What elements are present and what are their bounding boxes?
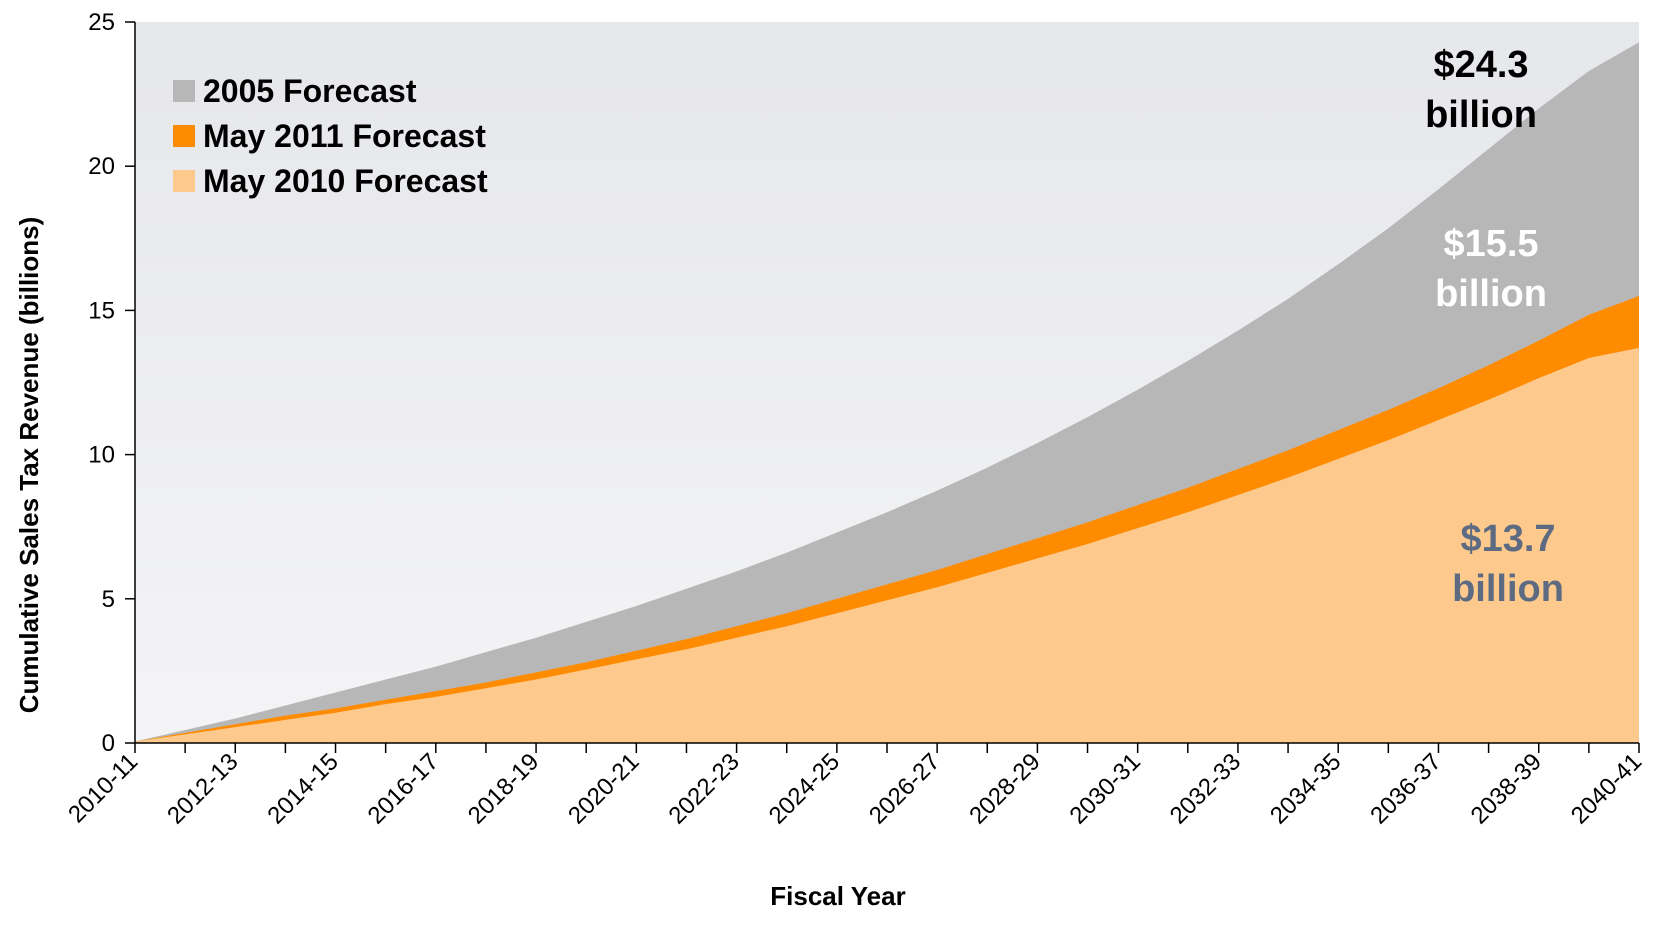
x-tick-label: 2036-37 [1365, 748, 1446, 829]
y-tick-label: 5 [102, 586, 115, 613]
x-axis-title: Fiscal Year [770, 881, 905, 911]
y-tick-label: 0 [102, 730, 115, 757]
x-tick-label: 2010-11 [63, 748, 143, 828]
legend-swatch [173, 80, 195, 102]
annotation-value: $13.7 [1460, 518, 1555, 560]
y-tick-label: 25 [88, 9, 115, 36]
y-tick-label: 20 [88, 153, 115, 180]
x-tick-label: 2034-35 [1265, 748, 1346, 829]
y-tick-label: 15 [88, 297, 115, 324]
x-tick-label: 2022-23 [663, 748, 744, 829]
x-tick-label: 2020-21 [563, 748, 644, 829]
x-tick-label: 2012-13 [162, 748, 243, 829]
axes-layer [125, 21, 1640, 753]
legend-swatch [173, 125, 195, 147]
annotation-value: $24.3 [1433, 44, 1528, 86]
x-tick-label: 2038-39 [1466, 748, 1547, 829]
annotation-unit: billion [1452, 568, 1564, 610]
y-axis-title: Cumulative Sales Tax Revenue (billions) [14, 217, 44, 714]
legend-label: 2005 Forecast [203, 73, 417, 109]
annotations: $24.3 billion $15.5 billion $13.7 billion [1425, 44, 1564, 610]
x-tick-label: 2040-41 [1566, 748, 1647, 829]
annotation-unit: billion [1425, 94, 1537, 136]
area-may-2010-forecast [135, 347, 1639, 743]
x-tick-label: 2032-33 [1165, 748, 1246, 829]
legend-label: May 2010 Forecast [203, 163, 488, 199]
annotation-unit: billion [1435, 273, 1547, 315]
annotation-value: $15.5 [1443, 223, 1538, 265]
x-tick-label: 2014-15 [262, 748, 343, 829]
y-tick-label: 10 [88, 442, 115, 469]
areas-layer [135, 42, 1639, 743]
legend: 2005 Forecast May 2011 Forecast May 2010 F… [173, 73, 488, 199]
legend-label: May 2011 Forecast [203, 118, 486, 154]
x-tick-label: 2016-17 [363, 748, 444, 829]
x-tick-label: 2018-19 [463, 748, 544, 829]
x-tick-label: 2024-25 [764, 748, 845, 829]
x-tick-label: 2028-29 [964, 748, 1045, 829]
legend-swatch [173, 170, 195, 192]
x-tick-label: 2030-31 [1065, 748, 1146, 829]
x-tick-label: 2026-27 [864, 748, 945, 829]
